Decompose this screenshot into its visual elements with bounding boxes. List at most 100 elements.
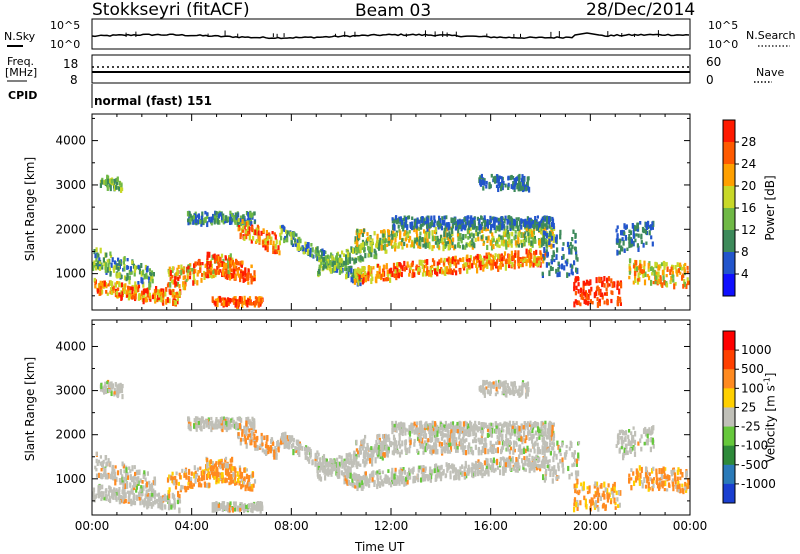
data-cell <box>243 428 246 434</box>
data-cell <box>253 479 257 484</box>
data-cell <box>292 442 295 448</box>
data-cell <box>512 176 515 180</box>
data-cell <box>426 238 429 243</box>
data-cell <box>250 278 253 285</box>
data-cell <box>613 281 616 288</box>
data-cell <box>135 485 138 490</box>
data-cell <box>175 479 178 486</box>
data-cell <box>362 277 365 282</box>
data-cell <box>631 223 634 229</box>
data-cell <box>175 276 178 280</box>
data-cell <box>522 242 525 247</box>
data-cell <box>200 483 203 488</box>
data-cell <box>398 445 401 449</box>
data-cell <box>339 267 342 271</box>
data-cell <box>187 416 190 422</box>
data-cell <box>260 436 263 440</box>
data-cell <box>582 285 585 291</box>
data-cell <box>434 268 437 275</box>
data-cell <box>233 478 236 483</box>
data-cell <box>435 437 438 442</box>
data-cell <box>280 235 283 241</box>
data-cell <box>628 229 631 234</box>
data-cell <box>632 264 636 269</box>
data-cell <box>425 242 428 248</box>
data-cell <box>522 448 526 455</box>
data-cell <box>562 242 565 246</box>
data-cell <box>202 423 206 430</box>
data-cell <box>488 254 491 261</box>
data-cell <box>470 447 473 451</box>
data-cell <box>261 442 264 447</box>
data-cell <box>246 221 249 227</box>
data-cell <box>571 264 574 269</box>
data-cell <box>599 292 602 298</box>
data-cell <box>642 269 645 274</box>
data-cell <box>376 236 379 243</box>
data-cell <box>504 233 507 238</box>
data-cell <box>206 269 209 275</box>
data-cell <box>494 262 497 267</box>
data-cell <box>419 231 422 236</box>
data-cell <box>491 237 494 241</box>
data-cell <box>504 228 508 233</box>
data-cell <box>356 228 359 234</box>
data-cell <box>465 262 468 268</box>
data-cell <box>173 295 176 299</box>
data-cell <box>250 302 253 306</box>
data-cell <box>148 292 151 297</box>
data-cell <box>220 472 223 479</box>
data-cell <box>255 239 258 243</box>
data-cell <box>210 416 213 421</box>
data-cell <box>148 502 151 507</box>
data-cell <box>107 498 111 502</box>
data-cell <box>628 266 631 272</box>
data-cell <box>381 454 384 461</box>
data-cell <box>403 221 406 227</box>
data-cell <box>368 458 372 464</box>
data-cell <box>423 222 426 226</box>
data-cell <box>365 458 368 464</box>
data-cell <box>405 265 408 271</box>
data-cell <box>212 215 215 220</box>
data-cell <box>498 441 501 445</box>
data-cell <box>472 260 476 265</box>
data-cell <box>453 441 456 446</box>
data-cell <box>213 218 216 225</box>
data-cell <box>481 446 484 451</box>
data-cell <box>352 461 355 468</box>
data-cell <box>652 267 655 273</box>
data-cell <box>352 279 355 284</box>
data-cell <box>206 251 209 256</box>
data-cell <box>138 469 141 476</box>
data-cell <box>628 242 631 249</box>
data-cell <box>448 241 451 248</box>
data-cell <box>230 418 233 423</box>
data-cell <box>243 300 246 304</box>
data-cell <box>368 453 371 460</box>
data-cell <box>213 507 216 513</box>
data-cell <box>418 220 421 224</box>
data-cell <box>106 292 109 296</box>
data-cell <box>359 247 362 254</box>
data-cell <box>416 268 420 275</box>
data-cell <box>495 259 499 264</box>
data-cell <box>241 260 244 265</box>
data-cell <box>362 245 365 251</box>
data-cell <box>395 215 398 220</box>
data-cell <box>449 258 452 264</box>
data-cell <box>392 449 395 456</box>
data-cell <box>211 420 214 427</box>
data-cell <box>498 244 501 249</box>
data-cell <box>335 268 339 273</box>
data-cell <box>611 281 614 289</box>
data-cell <box>119 495 123 499</box>
data-cell <box>102 491 105 498</box>
data-cell <box>113 184 117 191</box>
data-cell <box>260 501 263 507</box>
data-cell <box>513 448 516 453</box>
data-cell <box>504 259 507 265</box>
data-cell <box>422 450 425 455</box>
data-cell <box>195 214 199 218</box>
data-cell <box>238 474 241 479</box>
